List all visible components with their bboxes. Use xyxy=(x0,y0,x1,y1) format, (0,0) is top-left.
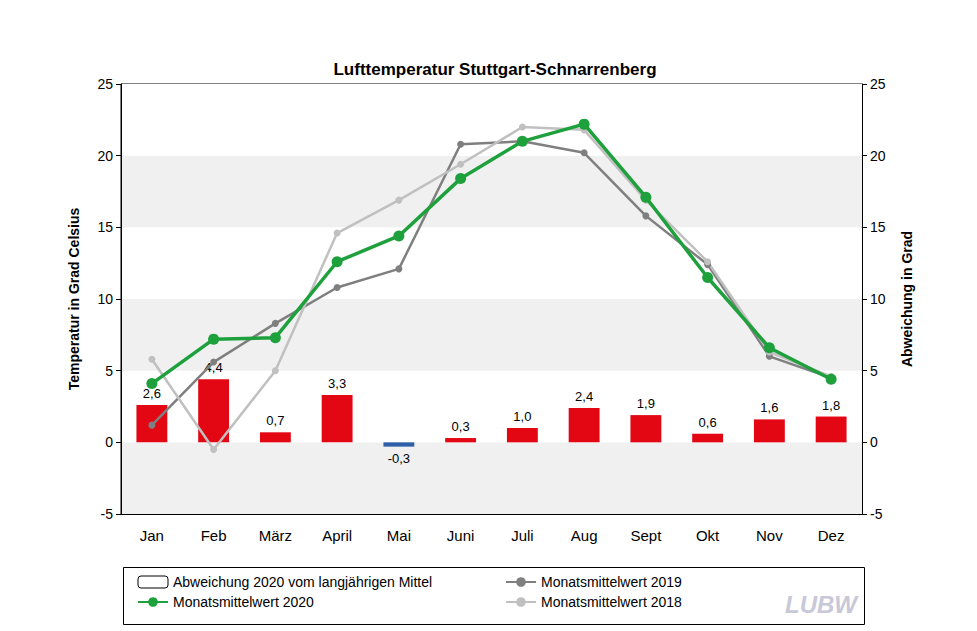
svg-text:Monatsmittelwert 2018: Monatsmittelwert 2018 xyxy=(541,594,682,610)
svg-text:0: 0 xyxy=(870,434,878,450)
svg-text:Jan: Jan xyxy=(140,527,164,544)
svg-text:25: 25 xyxy=(870,76,886,92)
svg-text:Abweichung 2020 vom langjährig: Abweichung 2020 vom langjährigen Mittel xyxy=(173,574,432,590)
svg-text:15: 15 xyxy=(97,219,113,235)
svg-text:25: 25 xyxy=(97,76,113,92)
svg-text:Okt: Okt xyxy=(696,527,720,544)
svg-text:Lufttemperatur: Lufttemperatur xyxy=(333,60,454,79)
svg-text:Juli: Juli xyxy=(511,527,534,544)
svg-text:15: 15 xyxy=(870,219,886,235)
svg-text:Monatsmittelwert 2019: Monatsmittelwert 2019 xyxy=(541,574,682,590)
svg-text:LUBW: LUBW xyxy=(785,591,859,618)
svg-text:Juni: Juni xyxy=(447,527,475,544)
svg-text:März: März xyxy=(259,527,292,544)
svg-text:Dez: Dez xyxy=(818,527,845,544)
svg-text:Nov: Nov xyxy=(756,527,783,544)
svg-text:Abweichung in Grad: Abweichung in Grad xyxy=(899,231,915,367)
svg-text:Stuttgart-Schnarrenberg: Stuttgart-Schnarrenberg xyxy=(454,60,656,79)
svg-text:April: April xyxy=(322,527,352,544)
svg-text:1,9: 1,9 xyxy=(637,396,655,411)
svg-text:0,7: 0,7 xyxy=(266,413,284,428)
svg-text:20: 20 xyxy=(870,148,886,164)
svg-text:Temperatur in Grad Celsius: Temperatur in Grad Celsius xyxy=(66,208,82,391)
svg-text:3,3: 3,3 xyxy=(328,376,346,391)
svg-text:1,0: 1,0 xyxy=(513,409,531,424)
svg-text:5: 5 xyxy=(870,363,878,379)
svg-text:2,4: 2,4 xyxy=(575,389,593,404)
svg-text:0,3: 0,3 xyxy=(452,419,470,434)
svg-text:Sept: Sept xyxy=(630,527,662,544)
svg-text:4,4: 4,4 xyxy=(204,360,223,376)
svg-text:10: 10 xyxy=(870,291,886,307)
svg-text:0: 0 xyxy=(105,434,113,450)
svg-text:Monatsmittelwert 2020: Monatsmittelwert 2020 xyxy=(173,594,314,610)
svg-text:5: 5 xyxy=(105,363,113,379)
svg-text:20: 20 xyxy=(97,148,113,164)
svg-text:Mai: Mai xyxy=(387,527,411,544)
svg-text:1,6: 1,6 xyxy=(760,400,778,415)
svg-text:Aug: Aug xyxy=(571,527,598,544)
svg-text:10: 10 xyxy=(97,291,113,307)
svg-text:-0,3: -0,3 xyxy=(388,451,410,466)
svg-text:Feb: Feb xyxy=(201,527,227,544)
svg-text:-5: -5 xyxy=(101,506,114,522)
svg-text:-5: -5 xyxy=(870,506,883,522)
svg-text:2,6: 2,6 xyxy=(142,386,161,402)
svg-text:1,8: 1,8 xyxy=(822,398,840,413)
svg-text:0,6: 0,6 xyxy=(699,415,717,430)
